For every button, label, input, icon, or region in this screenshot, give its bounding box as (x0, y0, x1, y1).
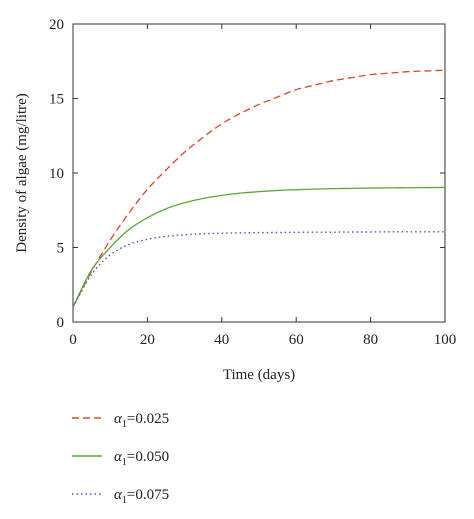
series-lines (72, 69, 446, 308)
legend-label-2: α1=0.050 (114, 449, 169, 468)
y-tick-label: 5 (57, 241, 65, 257)
x-axis-ticks: 0 20 40 60 80 100 (69, 24, 456, 348)
legend: α1=0.025 α1=0.050 α1=0.075 (72, 411, 169, 506)
series-line-2 (72, 186, 446, 308)
x-tick-label: 80 (363, 332, 378, 348)
series-line-1 (72, 69, 446, 308)
x-tick-label: 60 (289, 332, 304, 348)
y-axis-ticks: 0 5 10 15 20 (49, 17, 445, 331)
plot-frame (72, 23, 446, 323)
y-tick-label: 10 (49, 166, 64, 182)
y-tick-label: 15 (49, 92, 64, 108)
x-axis-label: Time (days) (223, 367, 295, 383)
series-line-3 (72, 231, 445, 308)
x-tick-label: 20 (140, 332, 155, 348)
x-tick-label: 0 (69, 332, 77, 348)
x-tick-label: 100 (434, 332, 457, 348)
x-tick-label: 40 (214, 332, 229, 348)
y-tick-label: 20 (49, 17, 64, 33)
legend-label-1: α1=0.025 (114, 411, 169, 430)
y-tick-label: 0 (57, 315, 65, 331)
legend-label-3: α1=0.075 (114, 487, 169, 506)
y-axis-label: Density of algae (mg/litre) (14, 93, 30, 253)
